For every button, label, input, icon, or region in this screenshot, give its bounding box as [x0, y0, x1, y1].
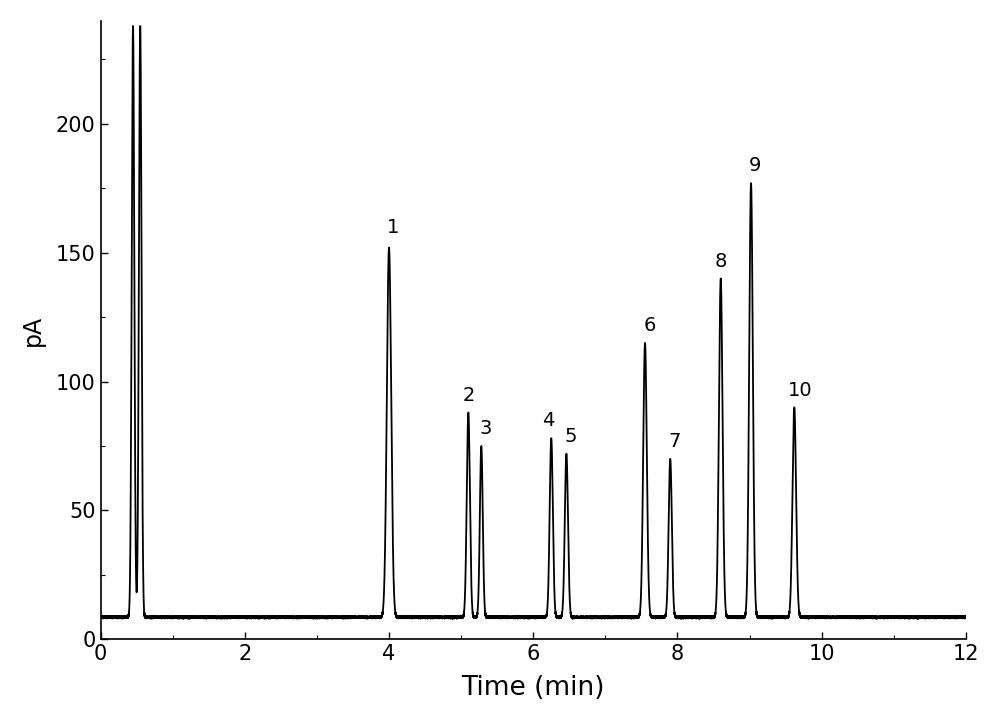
Text: 2: 2 — [462, 386, 475, 405]
Text: 4: 4 — [542, 412, 555, 430]
Text: 6: 6 — [643, 316, 656, 335]
Y-axis label: pA: pA — [21, 315, 45, 346]
Text: 8: 8 — [715, 252, 727, 271]
Text: 9: 9 — [749, 157, 762, 175]
Text: 10: 10 — [788, 380, 812, 399]
Text: 1: 1 — [387, 218, 400, 238]
Text: 5: 5 — [564, 427, 577, 446]
Text: 3: 3 — [479, 419, 492, 438]
X-axis label: Time (min): Time (min) — [461, 675, 605, 701]
Text: 7: 7 — [668, 432, 681, 451]
